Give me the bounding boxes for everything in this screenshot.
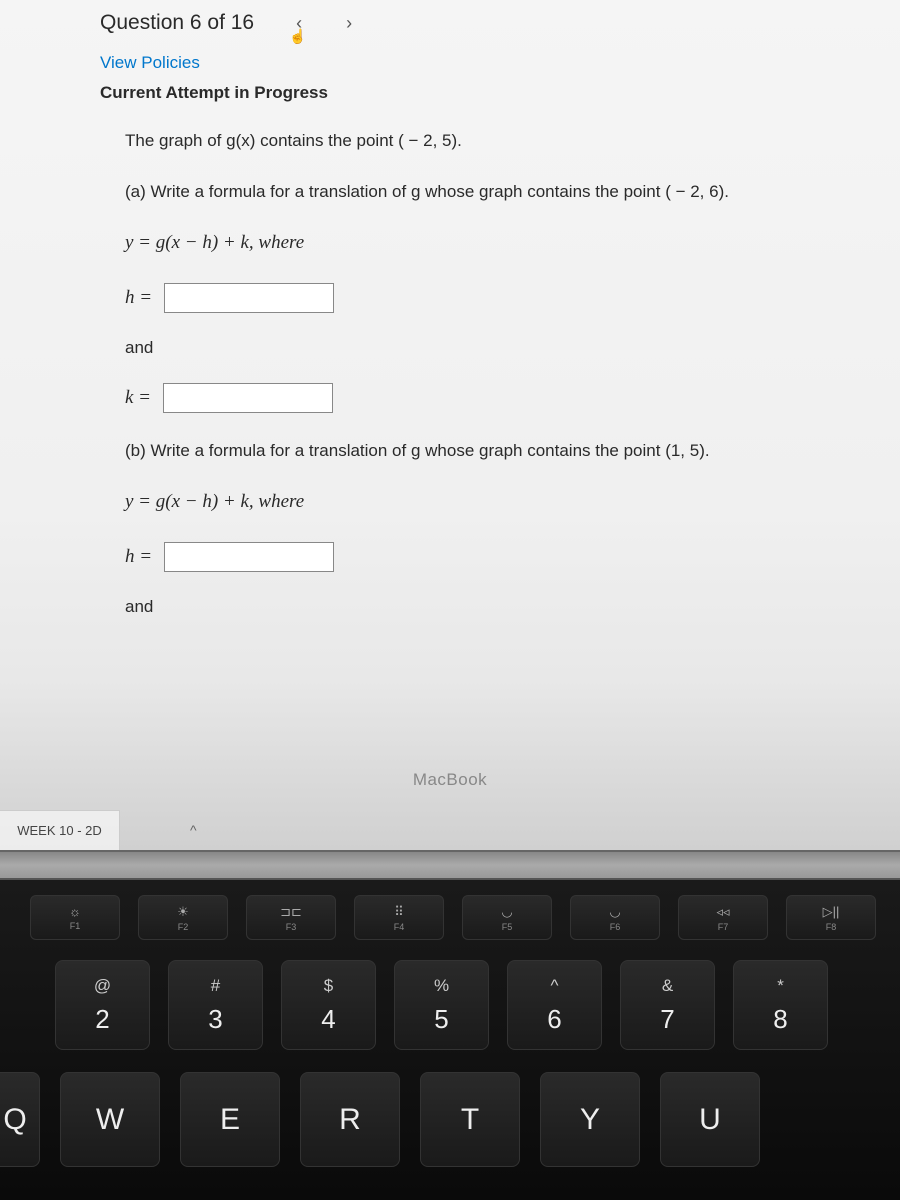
f8-key[interactable]: ▷|| F8	[786, 895, 876, 940]
h-label-b: h =	[125, 546, 152, 568]
question-header: Question 6 of 16 ‹ ☝ ›	[100, 8, 900, 38]
h-input-row-b: h =	[125, 542, 900, 572]
view-policies-link[interactable]: View Policies	[100, 53, 900, 73]
question-intro: The graph of g(x) contains the point ( −…	[125, 128, 900, 154]
key-5[interactable]: % 5	[394, 960, 489, 1050]
attempt-status: Current Attempt in Progress	[100, 83, 900, 103]
rewind-icon: ◃◃	[716, 904, 729, 920]
chevron-up-icon[interactable]: ^	[190, 822, 197, 838]
part-b-prompt: (b) Write a formula for a translation of…	[125, 438, 900, 464]
cursor-hand-icon: ☝	[289, 28, 306, 45]
formula-a: y = g(x − h) + k, where	[125, 229, 900, 258]
k-input-row-a: k =	[125, 383, 900, 413]
f5-key[interactable]: ◡ F5	[462, 895, 552, 940]
brightness-up-icon: ☀	[177, 904, 189, 920]
key-7[interactable]: & 7	[620, 960, 715, 1050]
key-w[interactable]: W	[60, 1072, 160, 1167]
number-key-row: @ 2 # 3 $ 4 % 5 ^ 6 & 7 * 8	[0, 960, 900, 1050]
f3-key[interactable]: ⊐⊏ F3	[246, 895, 336, 940]
key-y[interactable]: Y	[540, 1072, 640, 1167]
next-question-button[interactable]: ›	[334, 8, 364, 38]
keyboard: ☼ F1 ☀ F2 ⊐⊏ F3 ⠿ F4 ◡ F5 ◡ F6 ◃◃ F7 ▷||	[0, 880, 900, 1200]
key-e[interactable]: E	[180, 1072, 280, 1167]
f6-key[interactable]: ◡ F6	[570, 895, 660, 940]
part-a-prompt: (a) Write a formula for a translation of…	[125, 179, 900, 205]
f2-key[interactable]: ☀ F2	[138, 895, 228, 940]
k-input-a[interactable]	[163, 383, 333, 413]
nav-arrows: ‹ ☝ ›	[284, 8, 364, 38]
prev-question-button[interactable]: ‹ ☝	[284, 8, 314, 38]
laptop-hinge	[0, 850, 900, 880]
macbook-label: MacBook	[413, 770, 487, 790]
mission-control-icon: ⊐⊏	[280, 904, 302, 920]
browser-tab[interactable]: WEEK 10 - 2D	[0, 810, 120, 850]
f7-key[interactable]: ◃◃ F7	[678, 895, 768, 940]
play-pause-icon: ▷||	[823, 904, 840, 920]
launchpad-icon: ⠿	[394, 904, 404, 920]
chevron-right-icon: ›	[346, 13, 352, 34]
key-8[interactable]: * 8	[733, 960, 828, 1050]
key-3[interactable]: # 3	[168, 960, 263, 1050]
brightness-down-icon: ☼	[69, 904, 81, 919]
function-key-row: ☼ F1 ☀ F2 ⊐⊏ F3 ⠿ F4 ◡ F5 ◡ F6 ◃◃ F7 ▷||	[0, 895, 900, 940]
k-label-a: k =	[125, 387, 151, 409]
keyboard-bright-icon: ◡	[609, 904, 620, 920]
f1-key[interactable]: ☼ F1	[30, 895, 120, 940]
h-input-a[interactable]	[164, 283, 334, 313]
question-body: The graph of g(x) contains the point ( −…	[100, 128, 900, 617]
question-counter: Question 6 of 16	[100, 11, 254, 35]
key-t[interactable]: T	[420, 1072, 520, 1167]
f4-key[interactable]: ⠿ F4	[354, 895, 444, 940]
h-label-a: h =	[125, 287, 152, 309]
key-2[interactable]: @ 2	[55, 960, 150, 1050]
formula-b: y = g(x − h) + k, where	[125, 488, 900, 517]
h-input-b[interactable]	[164, 542, 334, 572]
key-4[interactable]: $ 4	[281, 960, 376, 1050]
and-text-b: and	[125, 597, 900, 617]
tab-label: WEEK 10 - 2D	[17, 823, 102, 838]
key-6[interactable]: ^ 6	[507, 960, 602, 1050]
key-q[interactable]: Q	[0, 1072, 40, 1167]
keyboard-dim-icon: ◡	[501, 904, 512, 920]
and-text-a: and	[125, 338, 900, 358]
key-u[interactable]: U	[660, 1072, 760, 1167]
screen-content: Question 6 of 16 ‹ ☝ › View Policies Cur…	[0, 0, 900, 850]
key-r[interactable]: R	[300, 1072, 400, 1167]
letter-key-row: Q W E R T Y U	[0, 1072, 900, 1167]
h-input-row-a: h =	[125, 283, 900, 313]
